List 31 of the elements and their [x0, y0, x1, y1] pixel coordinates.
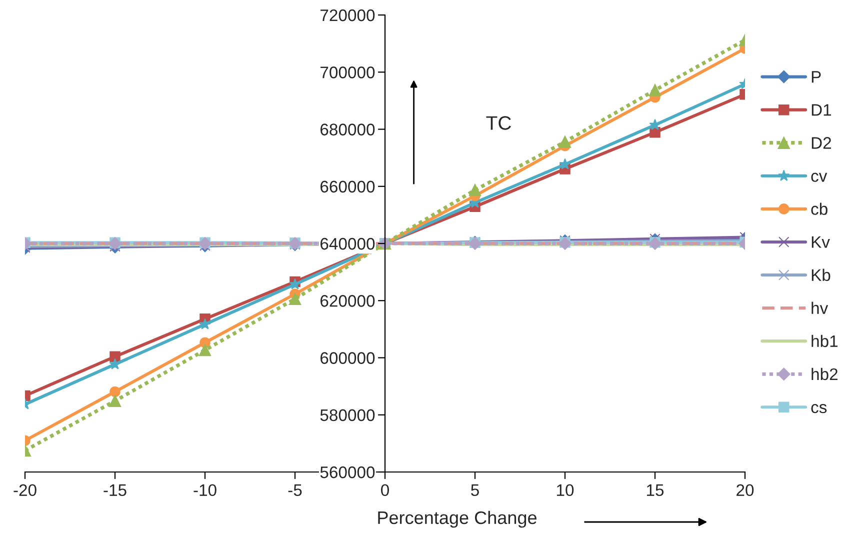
legend-label: D1: [812, 104, 832, 116]
legend-label: hb1: [812, 334, 838, 348]
x-axis-title: Percentage Change: [378, 510, 537, 528]
legend-label: cb: [811, 202, 828, 215]
legend-label: cs: [811, 404, 827, 414]
x-tick-label: -20: [14, 484, 36, 496]
legend-label: hv: [812, 302, 828, 314]
x-tick-label: 5: [471, 484, 479, 496]
legend-label: P: [812, 71, 821, 83]
y-tick-label: 600000: [320, 352, 375, 364]
x-tick-label: -10: [194, 484, 216, 496]
y-tick-label: 620000: [320, 295, 375, 307]
y-tick-label: 640000: [320, 238, 375, 250]
y-tick-label: 720000: [320, 9, 375, 22]
x-tick-label: 15: [647, 484, 664, 496]
y-tick-label: 680000: [320, 124, 375, 136]
legend-label: D2: [812, 137, 831, 149]
legend-label: hb2: [812, 368, 838, 380]
legend-label: Kv: [812, 236, 830, 248]
x-tick-label: -5: [288, 484, 302, 496]
x-tick-label: 0: [381, 484, 389, 496]
y-tick-label: 660000: [320, 180, 375, 193]
y-tick-label: 580000: [320, 409, 375, 422]
legend-label: Kb: [812, 268, 830, 282]
x-tick-label: -15: [104, 484, 126, 496]
y-tick-label: 700000: [320, 66, 375, 78]
annotation: TC: [486, 116, 511, 130]
x-tick-label: 20: [736, 484, 754, 496]
y-tick-label: 560000: [320, 466, 375, 478]
legend-label: cv: [811, 172, 828, 182]
x-tick-label: 10: [557, 484, 574, 496]
